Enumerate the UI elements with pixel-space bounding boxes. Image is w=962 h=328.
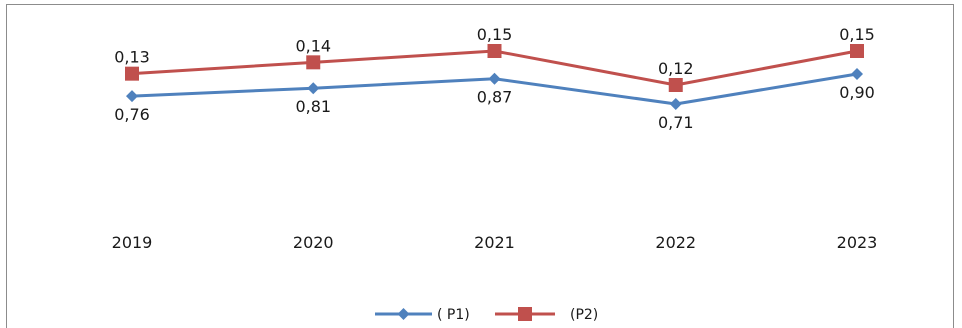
p2-data-label: 0,13: [114, 48, 150, 67]
p2-point-marker: [125, 66, 139, 81]
p1-data-label: 0,87: [477, 88, 513, 107]
p2-point-marker: [850, 44, 864, 58]
p2-data-label: 0,12: [658, 59, 694, 78]
x-tick-label: 2022: [655, 233, 696, 252]
p1-point-marker: [488, 72, 501, 85]
p1-data-label: 0,90: [839, 83, 875, 102]
p2-point-marker: [306, 55, 321, 70]
legend: ( P1) (P2): [375, 307, 598, 323]
legend-label: (P2): [570, 307, 598, 323]
x-tick-label: 2021: [474, 233, 515, 252]
p2-data-label: 0,15: [839, 25, 875, 44]
p2-data-label: 0,14: [295, 36, 331, 55]
x-tick-label: 2019: [112, 233, 153, 252]
legend-item-p2: (P2): [495, 307, 598, 323]
p1-data-label: 0,76: [114, 105, 150, 124]
x-tick-label: 2020: [293, 233, 334, 252]
series-layer: [125, 44, 864, 110]
p1-point-marker: [307, 82, 320, 95]
legend-label: ( P1): [437, 307, 470, 323]
x-axis-tick-labels: 2019 2020 2021 2022 2023: [112, 233, 878, 252]
x-tick-label: 2023: [837, 233, 878, 252]
p1-point-marker: [669, 98, 682, 110]
data-label-layer: 0,76 0,81 0,87 0,71 0,90 0,13 0,14 0,15 0,12 0,15: [114, 25, 875, 132]
p2-data-label: 0,15: [477, 25, 513, 44]
p1-point-marker: [126, 90, 138, 103]
p1-point-marker: [851, 68, 863, 80]
legend-square-marker: [518, 307, 532, 321]
legend-diamond-marker: [397, 308, 410, 320]
p1-data-label: 0,71: [658, 113, 694, 132]
p1-data-label: 0,81: [295, 97, 331, 116]
p2-point-marker: [668, 78, 683, 92]
p2-point-marker: [487, 44, 502, 58]
legend-item-p1: ( P1): [375, 307, 470, 323]
chart-frame: [6, 4, 954, 328]
